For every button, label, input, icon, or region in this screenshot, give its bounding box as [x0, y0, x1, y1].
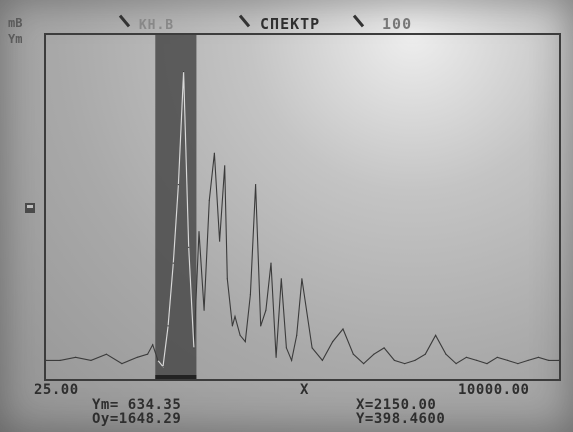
spectrum-point [363, 363, 365, 365]
spectrum-point [59, 359, 61, 361]
spectrum-point [46, 359, 47, 361]
spectrum-point [203, 309, 205, 311]
spectrum-point [291, 359, 293, 361]
x-axis-max-label: 10000.00 [458, 382, 530, 398]
header-channel: КН.В [118, 15, 174, 33]
spectrum-point [239, 334, 241, 336]
x-axis-symbol: X [300, 382, 309, 398]
separator-slash-icon [238, 15, 250, 29]
spectrum-point [383, 347, 385, 349]
spectrum-plot[interactable] [44, 33, 561, 381]
spectrum-point [208, 199, 210, 201]
cursor-band-base [155, 375, 197, 379]
cursor-band[interactable] [155, 35, 197, 379]
spectrum-point [404, 363, 406, 365]
unit-bottom-label: Ym [8, 32, 23, 46]
spectrum-point [198, 231, 200, 233]
spectrum-point [75, 356, 77, 358]
spectrum-point [234, 315, 236, 318]
spectrum-point [548, 359, 550, 361]
separator-slash-icon [352, 15, 364, 29]
spectrum-point [373, 353, 375, 355]
cursor-y-readout: Y=398.4600 [356, 411, 446, 427]
spectrum-point [255, 184, 257, 186]
spectrum-point [260, 325, 262, 327]
spectrum-point [496, 356, 498, 358]
header-mode: СПЕКТР [238, 15, 320, 33]
spectrum-point [352, 353, 354, 355]
spectrum-point [275, 356, 277, 358]
spectrum-point [445, 353, 447, 355]
spectrum-point [249, 293, 251, 296]
spectrum-point [183, 71, 185, 73]
spectrum-point [172, 262, 174, 264]
spectrum-point [476, 359, 478, 361]
spectrum-point [147, 353, 149, 355]
spectrum-point [226, 278, 228, 280]
spectrum-point [188, 246, 190, 248]
channel-label[interactable]: КН.В [138, 18, 175, 33]
spectrum-point [162, 366, 164, 368]
spectrum-point [244, 341, 246, 343]
cursor-x-readout: X=2150.00 [356, 397, 437, 413]
spectrum-point [342, 328, 344, 330]
spectrum-point [265, 309, 267, 311]
spectrum-point [157, 359, 159, 361]
spectrum-point [414, 359, 416, 361]
spectrum-point [435, 334, 437, 336]
spectrum-trace [46, 71, 559, 369]
unit-top-label: mB [8, 16, 23, 30]
spectrum-point [465, 356, 467, 358]
spectrum-point [332, 341, 334, 343]
spectrum-point [507, 359, 509, 361]
spectrum-point [270, 262, 272, 264]
spectrum-point [231, 325, 233, 327]
spectrum-point [167, 325, 169, 327]
spectrum-point [285, 347, 287, 349]
spectrum-point [224, 165, 226, 167]
spectrum-point [301, 278, 303, 280]
header-range: 100 [352, 15, 412, 33]
spectrum-point [455, 363, 457, 365]
spectrum-point [424, 353, 426, 355]
spectrum-point [213, 152, 215, 154]
mode-label[interactable]: СПЕКТР [260, 15, 321, 33]
small-box-icon [25, 203, 35, 213]
spectrum-trace-highlight [157, 71, 195, 369]
range-label[interactable]: 100 [382, 15, 413, 33]
spectrum-point [537, 356, 539, 358]
spectrum-chart[interactable] [46, 35, 559, 379]
spectrum-point [296, 334, 298, 336]
spectrum-point [393, 359, 395, 361]
spectrum-point [321, 359, 323, 361]
spectrum-point [517, 363, 519, 365]
spectrum-point [558, 359, 559, 361]
spectrum-point [219, 240, 221, 242]
x-axis-min-label: 25.00 [34, 382, 79, 398]
spectrum-point [136, 356, 138, 358]
spectrum-point [527, 359, 529, 361]
spectrum-point [193, 347, 195, 349]
spectrum-point [105, 353, 107, 355]
spectrum-point [90, 359, 92, 361]
oy-readout: Oy=1648.29 [92, 411, 182, 427]
spectrum-point [311, 347, 313, 349]
spectrum-point [280, 278, 282, 280]
spectrum-point [121, 363, 123, 365]
spectrum-point [152, 344, 154, 346]
separator-slash-icon [118, 15, 130, 29]
spectrum-point [486, 363, 488, 365]
ym-readout: Ym= 634.35 [92, 397, 182, 413]
spectrum-point [177, 184, 179, 186]
